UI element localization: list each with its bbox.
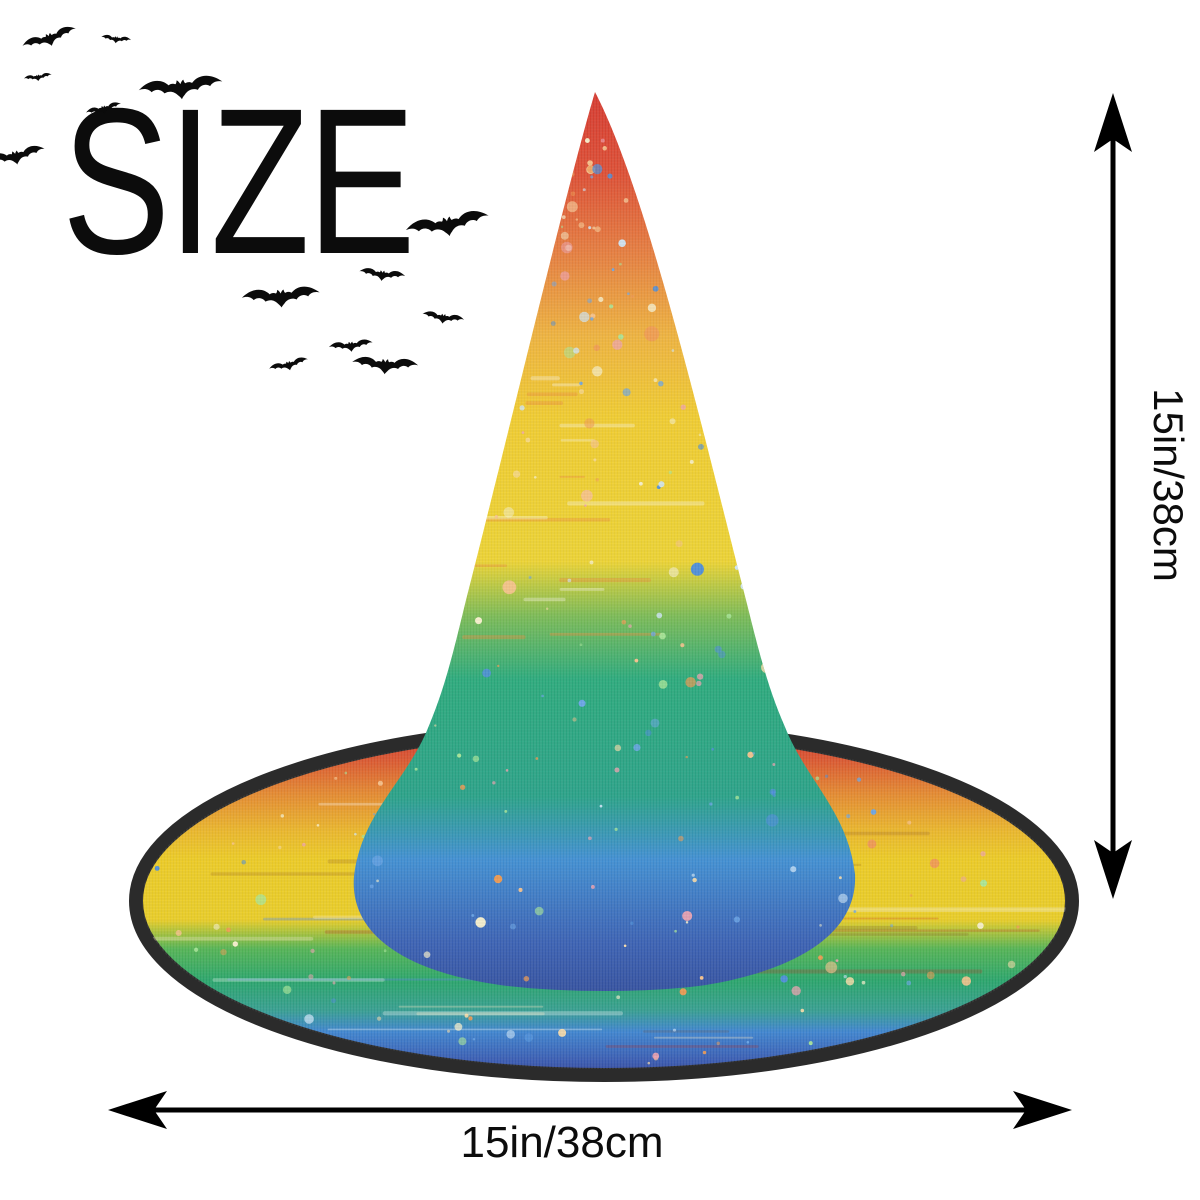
arrow-left-icon bbox=[108, 1091, 167, 1129]
bat-icon bbox=[138, 75, 223, 100]
arrow-right-icon bbox=[1013, 1091, 1072, 1129]
bat-icon bbox=[359, 268, 406, 282]
bat-icon bbox=[422, 311, 465, 324]
bat-icon bbox=[22, 26, 76, 46]
bat-icon bbox=[86, 102, 122, 114]
height-dimension-label: 15in/38cm bbox=[1145, 388, 1192, 582]
witch-hat-image bbox=[129, 92, 1079, 1082]
bat-icon bbox=[405, 210, 489, 237]
width-dimension-label: 15in/38cm bbox=[460, 1118, 664, 1167]
page-title: SIZE bbox=[62, 66, 416, 298]
width-arrow bbox=[108, 1091, 1072, 1129]
bats-decoration bbox=[0, 26, 489, 375]
arrow-up-icon bbox=[1094, 93, 1132, 152]
bat-icon bbox=[0, 145, 45, 165]
height-arrow bbox=[1094, 93, 1132, 899]
bat-icon bbox=[269, 357, 308, 371]
bat-icon bbox=[101, 34, 132, 44]
arrow-down-icon bbox=[1094, 840, 1132, 899]
bat-icon bbox=[328, 339, 373, 352]
hat-cone-fabric-texture bbox=[353, 92, 856, 991]
bat-icon bbox=[352, 356, 419, 375]
bat-icon bbox=[23, 72, 52, 82]
bat-icon bbox=[241, 286, 320, 308]
